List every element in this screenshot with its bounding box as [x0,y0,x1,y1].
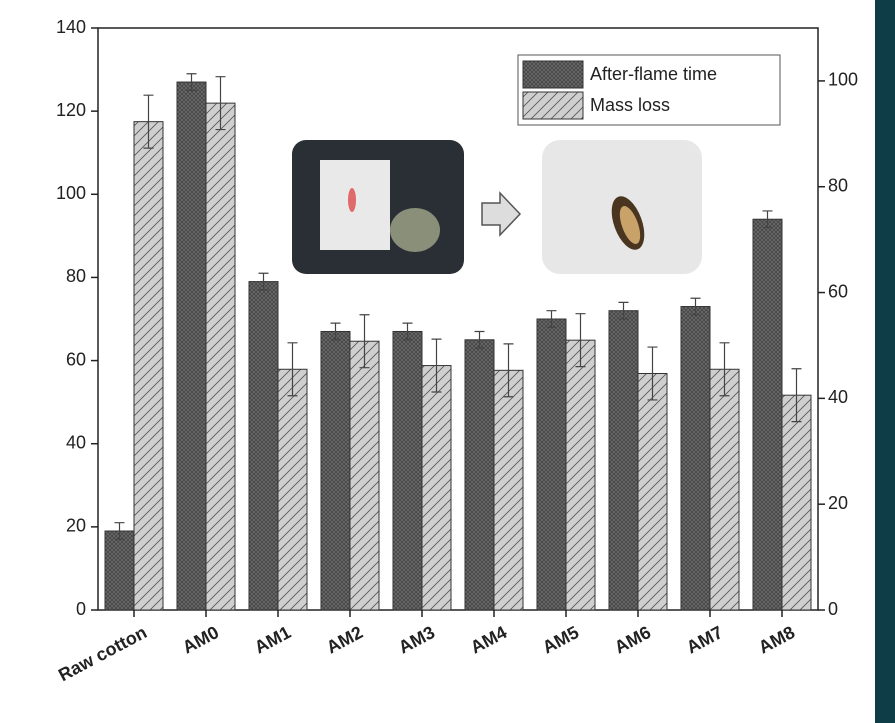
chart: 0 20 40 60 80 100 120 140 0 20 40 60 80 100 Raw cotton… [0,0,895,723]
y-tick-label: 100 [56,183,86,203]
y2-tick-label: 60 [828,281,848,301]
x-tick-label: AM8 [755,622,798,658]
x-tick-label: AM2 [323,622,366,658]
legend-swatch [523,92,583,119]
bar [681,307,710,610]
y2-tick-label: 100 [828,70,858,90]
bar [710,369,739,610]
y-tick-label: 20 [66,516,86,536]
bar [494,370,523,610]
x-tick-label: AM1 [251,622,294,658]
y-tick-label: 140 [56,17,86,37]
bar [465,340,494,610]
y2-tick-label: 80 [828,175,848,195]
bar [350,341,379,610]
x-tick-label: AM5 [539,622,582,658]
y-tick-label: 0 [76,599,86,619]
y2-tick-label: 0 [828,599,838,619]
x-tick-label: AM3 [395,622,438,658]
x-tick-label: AM4 [467,622,510,658]
bar [537,319,566,610]
bar [105,531,134,610]
bar [249,282,278,610]
y2-tick-label: 40 [828,387,848,407]
bar [393,331,422,610]
bar [566,340,595,610]
y-tick-label: 120 [56,100,86,120]
bar [638,373,667,610]
bar [206,103,235,610]
x-tick-label: AM7 [683,622,726,658]
side-strip [875,0,895,723]
y-tick-label: 40 [66,432,86,452]
bar [177,82,206,610]
bar [753,219,782,610]
bar [782,395,811,610]
bar [278,369,307,610]
y2-tick-label: 20 [828,493,848,513]
x-tick-label: AM6 [611,622,654,658]
bar [134,122,163,610]
inset-photos [292,140,702,274]
x-tick-label: AM0 [179,622,222,658]
y-tick-label: 60 [66,349,86,369]
x-tick-label: Raw cotton [55,622,150,685]
legend-label: Mass loss [590,95,670,115]
bar [609,311,638,610]
bar [321,331,350,610]
bar [422,366,451,610]
legend-label: After-flame time [590,64,717,84]
y-tick-label: 80 [66,266,86,286]
legend-swatch [523,61,583,88]
